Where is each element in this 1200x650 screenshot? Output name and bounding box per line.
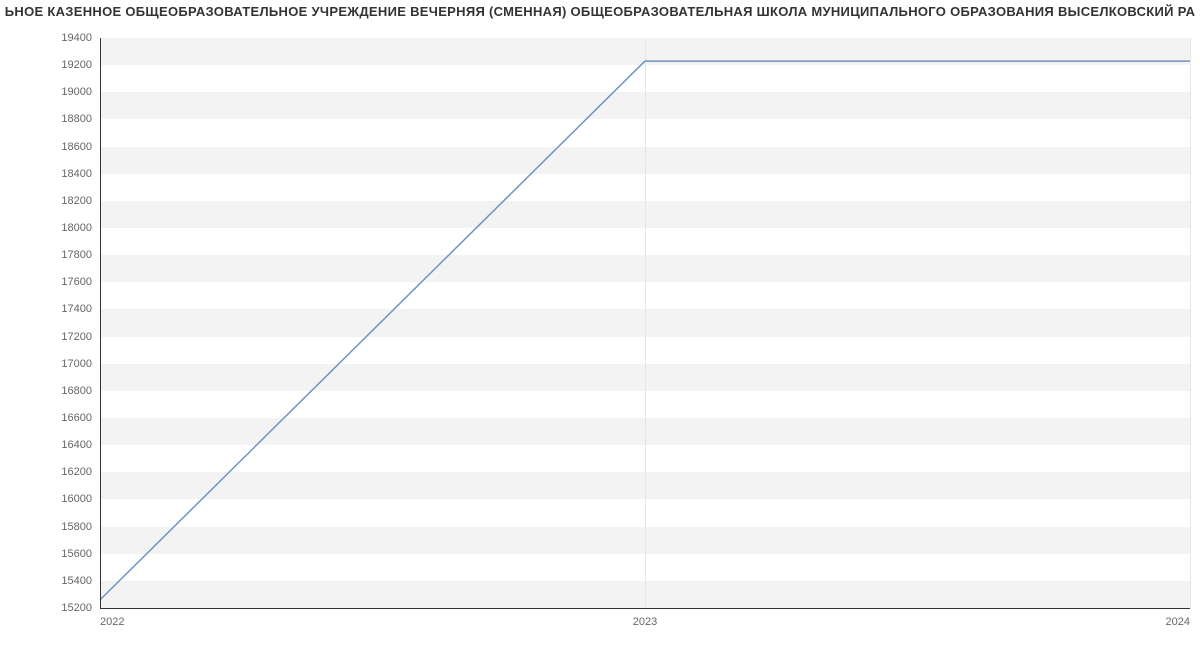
y-tick-label: 17400 (61, 303, 100, 315)
y-tick-label: 18400 (61, 168, 100, 180)
y-axis-line (100, 38, 101, 608)
series-line (100, 61, 1190, 600)
y-tick-label: 17800 (61, 249, 100, 261)
y-tick-label: 16800 (61, 385, 100, 397)
y-tick-label: 15800 (61, 521, 100, 533)
y-tick-label: 16400 (61, 439, 100, 451)
line-series-layer (100, 38, 1190, 608)
y-tick-label: 16600 (61, 412, 100, 424)
gridline-vertical (1190, 38, 1191, 608)
y-tick-label: 15400 (61, 575, 100, 587)
y-tick-label: 19400 (61, 32, 100, 44)
y-tick-label: 18000 (61, 222, 100, 234)
y-tick-label: 15600 (61, 548, 100, 560)
y-tick-label: 16000 (61, 493, 100, 505)
y-tick-label: 17200 (61, 331, 100, 343)
chart-plot-area: 1520015400156001580016000162001640016600… (100, 38, 1190, 608)
y-tick-label: 17000 (61, 358, 100, 370)
y-tick-label: 18800 (61, 113, 100, 125)
y-tick-label: 18600 (61, 141, 100, 153)
y-tick-label: 17600 (61, 276, 100, 288)
y-tick-label: 19000 (61, 86, 100, 98)
y-tick-label: 16200 (61, 466, 100, 478)
y-tick-label: 19200 (61, 59, 100, 71)
x-tick-label: 2023 (633, 608, 657, 628)
y-tick-label: 15200 (61, 602, 100, 614)
x-tick-label: 2022 (100, 608, 124, 628)
chart-title: ЬНОЕ КАЗЕННОЕ ОБЩЕОБРАЗОВАТЕЛЬНОЕ УЧРЕЖД… (0, 4, 1200, 19)
x-tick-label: 2024 (1166, 608, 1190, 628)
y-tick-label: 18200 (61, 195, 100, 207)
